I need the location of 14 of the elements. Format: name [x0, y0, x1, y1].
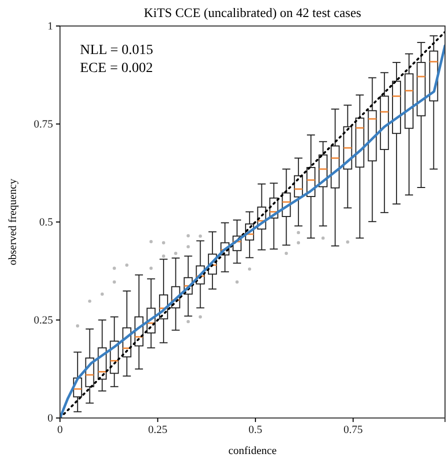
x-tick-label: 0: [57, 424, 64, 436]
annotation: NLL = 0.015: [80, 43, 154, 58]
x-tick-label: 0.25: [148, 424, 168, 436]
y-tick-label: 0.5: [39, 216, 54, 229]
y-tick-label: 0.25: [34, 314, 54, 327]
chart-title: KiTS CCE (uncalibrated) on 42 test cases: [144, 5, 362, 20]
x-tick-label: 0.75: [344, 424, 364, 436]
x-tick-label: 0.5: [248, 424, 263, 436]
y-tick-label: 0: [48, 412, 54, 425]
x-axis-title: confidence: [228, 445, 277, 457]
y-tick-label: 1: [48, 20, 53, 33]
y-axis-title: observed frequency: [7, 178, 19, 266]
y-tick-label: 0.75: [34, 118, 54, 131]
annotation: ECE = 0.002: [80, 61, 153, 76]
